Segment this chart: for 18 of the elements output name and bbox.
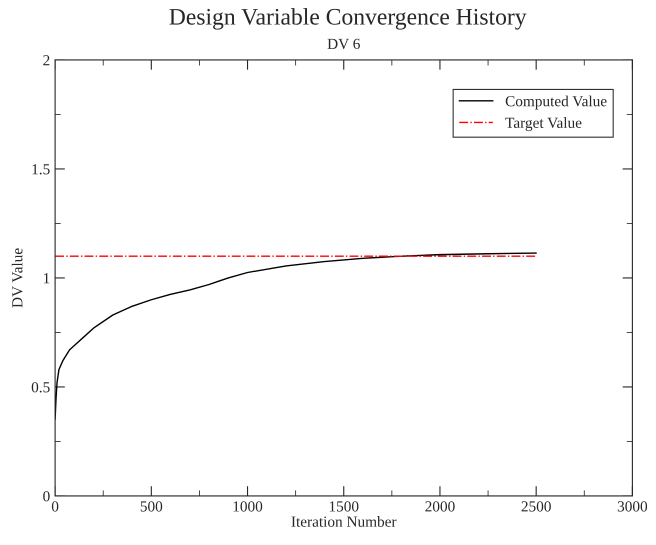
y-tick-label: 2 [43, 55, 50, 66]
chart-title: Design Variable Convergence History [169, 8, 526, 30]
y-tick-label: 0 [43, 491, 50, 502]
x-tick-label: 2500 [522, 501, 551, 512]
chart-subtitle: DV 6 [328, 38, 360, 50]
x-tick-label: 3000 [618, 501, 648, 512]
y-tick-label: 1 [44, 273, 50, 284]
x-axis-title: Iteration Number [291, 516, 396, 527]
x-tick-label: 1000 [234, 501, 262, 512]
x-tick-label: 500 [140, 501, 162, 512]
x-tick-label: 1500 [330, 501, 358, 512]
y-tick-label: 1.5 [32, 164, 50, 174]
x-tick-label: 0 [52, 501, 58, 512]
legend-label: Target Value [505, 117, 582, 132]
y-axis-title: DV Value [12, 248, 23, 308]
x-tick-label: 2000 [425, 501, 455, 512]
legend-label: Computed Value [506, 96, 607, 110]
y-tick-label: 0.5 [32, 382, 50, 392]
